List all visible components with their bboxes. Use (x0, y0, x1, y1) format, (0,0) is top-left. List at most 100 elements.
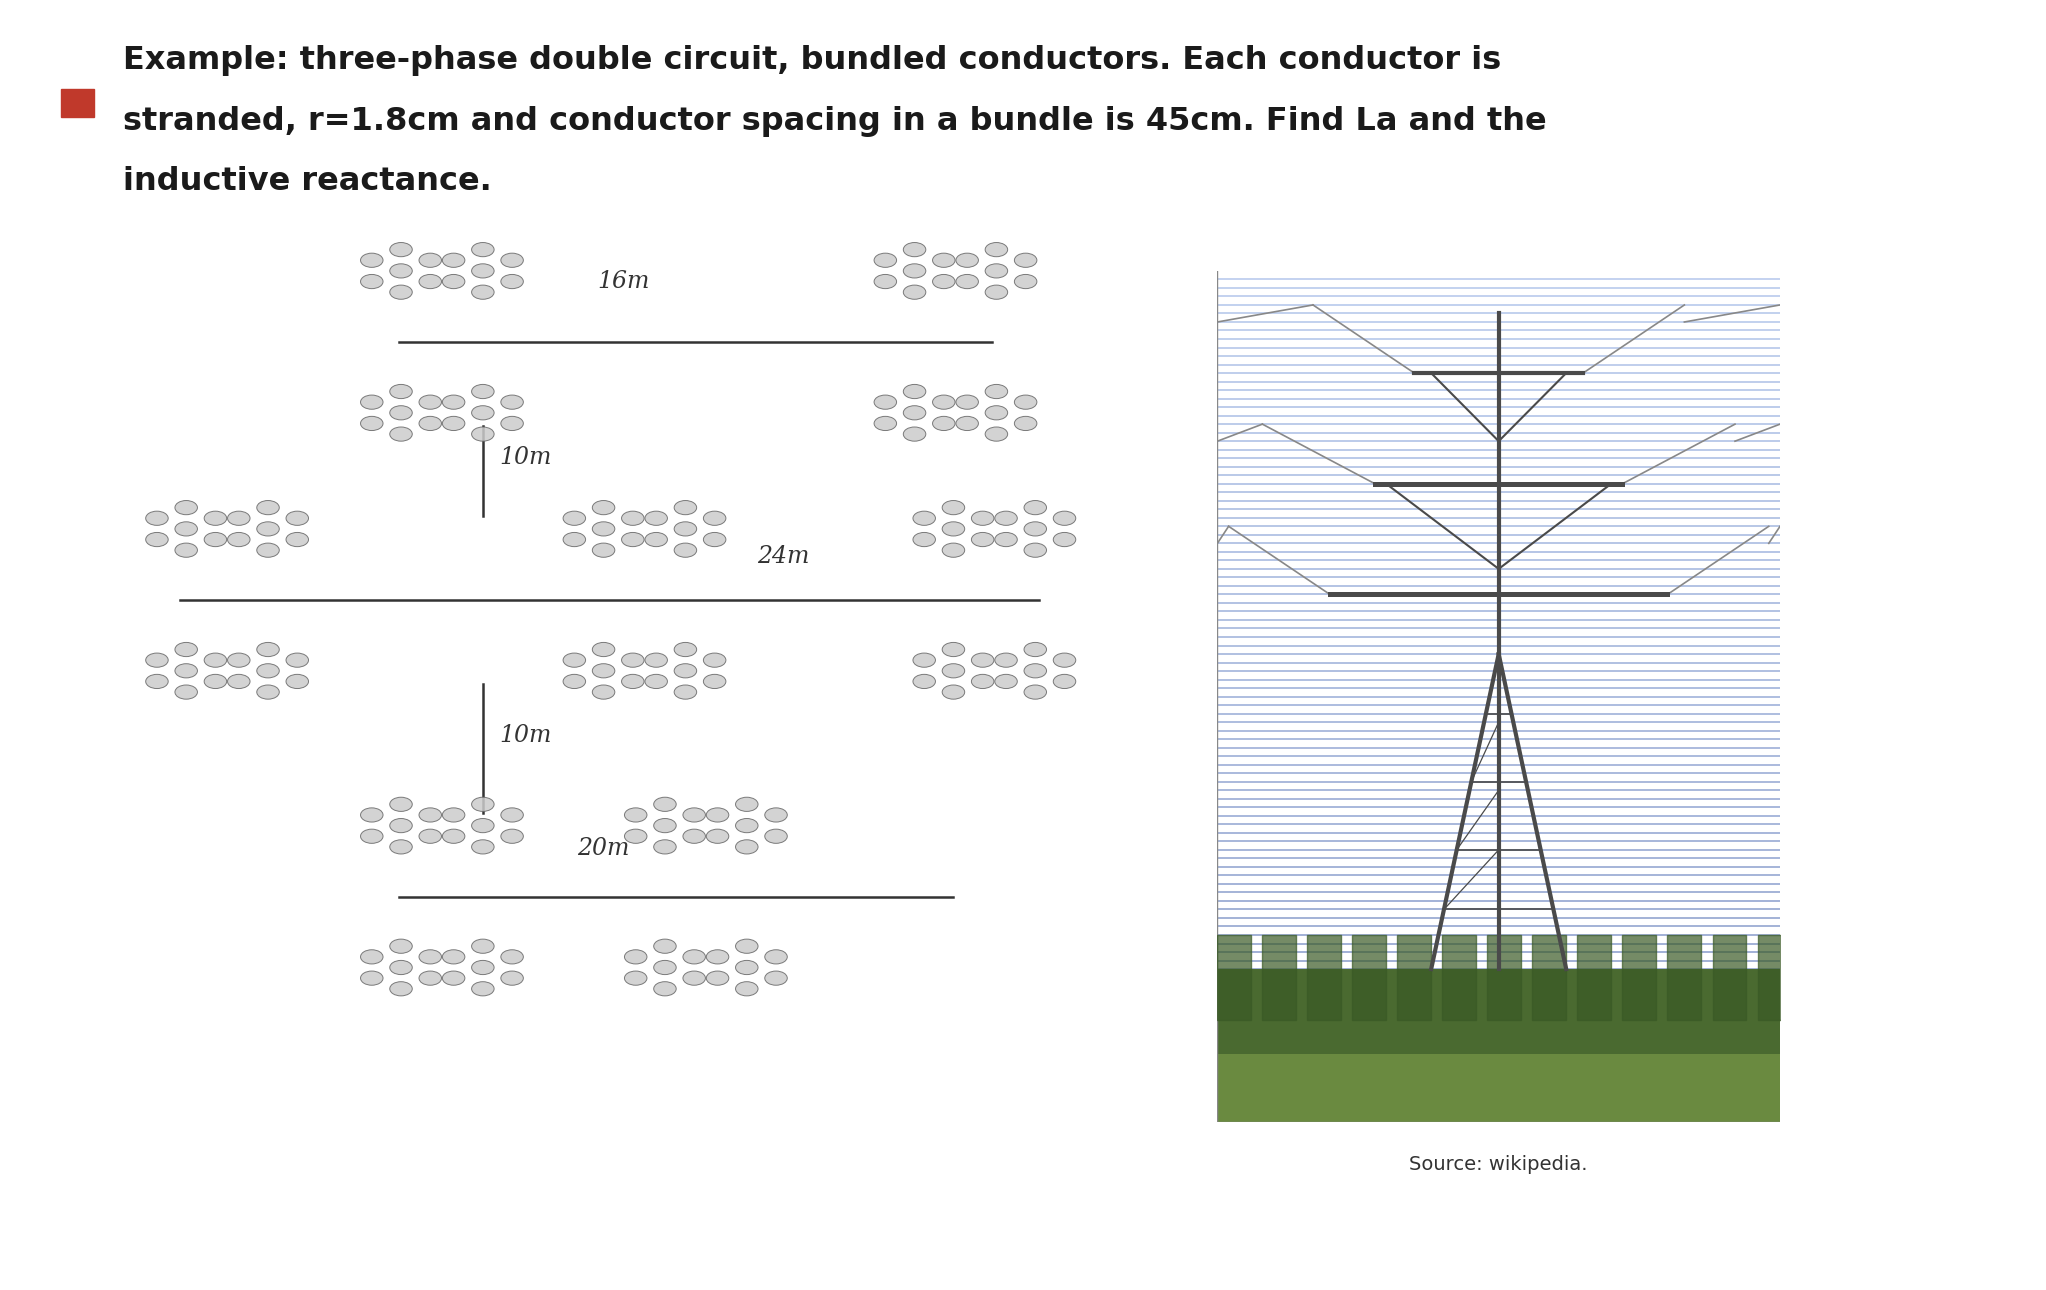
Circle shape (286, 511, 309, 525)
Circle shape (675, 685, 698, 699)
Circle shape (174, 685, 198, 699)
Circle shape (1025, 685, 1046, 699)
Circle shape (933, 275, 955, 289)
Circle shape (442, 829, 464, 844)
Circle shape (360, 253, 383, 267)
Circle shape (737, 982, 757, 996)
Circle shape (360, 829, 383, 844)
Circle shape (913, 511, 935, 525)
Circle shape (563, 675, 585, 689)
Circle shape (145, 675, 168, 689)
Circle shape (471, 797, 495, 811)
Circle shape (1015, 253, 1037, 267)
Circle shape (644, 533, 667, 547)
Circle shape (622, 675, 644, 689)
Circle shape (471, 939, 495, 953)
Circle shape (913, 533, 935, 547)
Circle shape (1025, 543, 1046, 557)
Circle shape (706, 971, 728, 986)
Circle shape (389, 405, 413, 421)
Circle shape (360, 949, 383, 964)
Circle shape (984, 405, 1007, 421)
Circle shape (675, 663, 698, 679)
Circle shape (389, 384, 413, 399)
Circle shape (419, 417, 442, 431)
Circle shape (984, 384, 1007, 399)
Circle shape (442, 971, 464, 986)
Circle shape (874, 275, 896, 289)
Circle shape (675, 521, 698, 535)
Circle shape (389, 427, 413, 441)
Circle shape (644, 675, 667, 689)
Circle shape (591, 663, 614, 679)
Circle shape (205, 511, 227, 525)
Circle shape (1025, 521, 1046, 535)
Circle shape (419, 253, 442, 267)
Circle shape (174, 663, 198, 679)
Circle shape (174, 521, 198, 535)
Circle shape (904, 264, 925, 279)
Circle shape (360, 275, 383, 289)
Circle shape (286, 675, 309, 689)
Circle shape (704, 675, 726, 689)
Circle shape (1054, 653, 1076, 667)
Circle shape (205, 533, 227, 547)
Circle shape (258, 501, 278, 515)
Circle shape (622, 511, 644, 525)
Circle shape (913, 653, 935, 667)
Circle shape (955, 253, 978, 267)
Circle shape (933, 417, 955, 431)
Circle shape (994, 533, 1017, 547)
Circle shape (442, 949, 464, 964)
Text: 10m: 10m (499, 724, 552, 747)
Circle shape (1054, 675, 1076, 689)
Circle shape (933, 395, 955, 409)
Circle shape (765, 949, 788, 964)
Circle shape (706, 808, 728, 822)
Circle shape (955, 417, 978, 431)
Circle shape (704, 533, 726, 547)
Circle shape (501, 829, 524, 844)
Circle shape (360, 417, 383, 431)
Circle shape (984, 243, 1007, 257)
Circle shape (389, 819, 413, 833)
Circle shape (941, 642, 966, 657)
Circle shape (1054, 511, 1076, 525)
Circle shape (174, 543, 198, 557)
Circle shape (655, 819, 675, 833)
Circle shape (419, 829, 442, 844)
Circle shape (145, 653, 168, 667)
Circle shape (471, 243, 495, 257)
Circle shape (258, 642, 278, 657)
Text: 10m: 10m (499, 446, 552, 470)
Circle shape (622, 653, 644, 667)
Circle shape (286, 653, 309, 667)
Circle shape (205, 653, 227, 667)
Circle shape (704, 653, 726, 667)
Text: Example: three-phase double circuit, bundled conductors. Each conductor is: Example: three-phase double circuit, bun… (123, 45, 1502, 76)
Circle shape (360, 808, 383, 822)
Circle shape (624, 808, 647, 822)
Circle shape (389, 982, 413, 996)
Circle shape (471, 264, 495, 279)
Circle shape (174, 642, 198, 657)
Circle shape (174, 501, 198, 515)
Circle shape (442, 808, 464, 822)
Circle shape (655, 939, 675, 953)
Circle shape (765, 829, 788, 844)
Circle shape (994, 511, 1017, 525)
Circle shape (683, 829, 706, 844)
Circle shape (984, 264, 1007, 279)
Text: 24m: 24m (757, 544, 810, 568)
Circle shape (471, 840, 495, 854)
Circle shape (501, 949, 524, 964)
Circle shape (904, 243, 925, 257)
Circle shape (442, 253, 464, 267)
Circle shape (655, 960, 675, 975)
Circle shape (227, 533, 250, 547)
Circle shape (1054, 533, 1076, 547)
Circle shape (737, 960, 757, 975)
Circle shape (644, 511, 667, 525)
Circle shape (389, 243, 413, 257)
Text: inductive reactance.: inductive reactance. (123, 166, 491, 197)
